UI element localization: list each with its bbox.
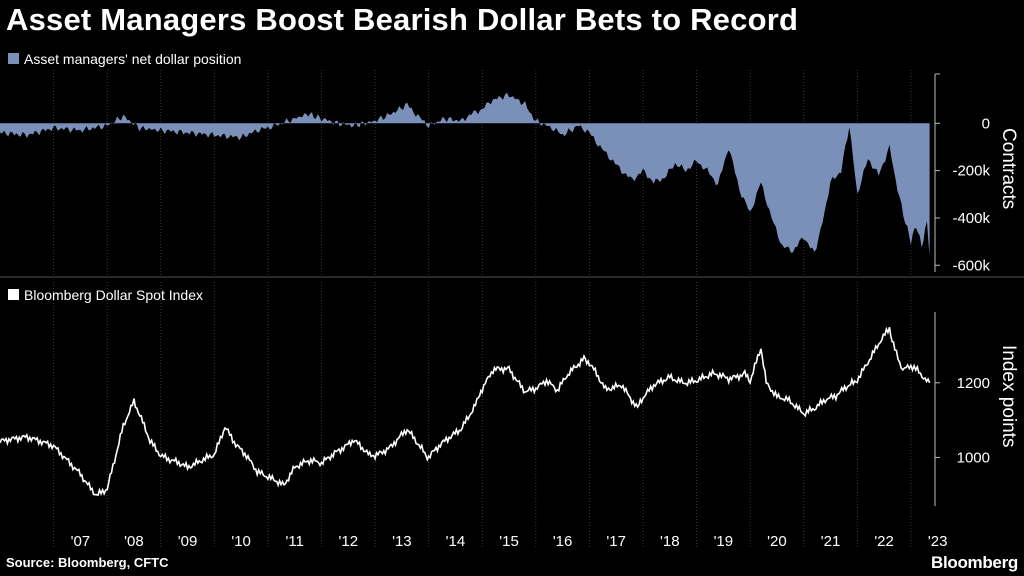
y-axis-title-index-points: Index points [998, 345, 1019, 447]
legend-label-dollar-index: Bloomberg Dollar Spot Index [24, 287, 203, 303]
x-tick-label: '09 [178, 533, 198, 550]
legend-swatch-net-position [8, 53, 19, 64]
x-tick-label: '16 [553, 533, 573, 550]
y-tick-label: -600k [952, 257, 990, 274]
bloomberg-logo: Bloomberg [930, 553, 1018, 572]
y-ticks-contracts: 0 -200k -400k -600k [935, 73, 990, 274]
y-axis-title-contracts: Contracts [998, 128, 1019, 209]
x-tick-label: '13 [392, 533, 412, 550]
x-tick-label: '23 [928, 533, 948, 550]
x-tick-label: '10 [231, 533, 251, 550]
x-tick-label: '12 [338, 533, 358, 550]
y-tick-label: 0 [982, 115, 990, 132]
legend-swatch-dollar-index [8, 289, 19, 300]
x-tick-label: '18 [660, 533, 680, 550]
dollar-index-line [0, 326, 931, 497]
net-position-area [0, 92, 930, 256]
y-tick-label: -200k [952, 163, 990, 180]
x-tick-label: '07 [71, 533, 91, 550]
source-note: Source: Bloomberg, CFTC [6, 555, 169, 570]
y-tick-label: 1200 [957, 375, 990, 392]
x-tick-label: '15 [499, 533, 519, 550]
x-tick-label: '21 [821, 533, 841, 550]
x-tick-label: '14 [446, 533, 466, 550]
y-tick-label: -400k [952, 210, 990, 227]
x-tick-label: '20 [767, 533, 787, 550]
year-grid-lines [53, 70, 912, 548]
legend-label-net-position: Asset managers' net dollar position [24, 51, 241, 67]
x-tick-label: '08 [124, 533, 144, 550]
y-tick-label: 1000 [957, 449, 990, 466]
y-ticks-index-points: 1000 1200 [935, 375, 990, 466]
chart-title: Asset Managers Boost Bearish Dollar Bets… [6, 2, 799, 37]
x-axis-year-labels: '07 '08 '09 '10 '11 '12 '13 '14 '15 '16 '17 '18 '19 '… [71, 533, 948, 550]
net-position-panel: Asset managers' net dollar position 0 -20… [0, 51, 1019, 274]
dollar-index-panel: Bloomberg Dollar Spot Index 1000 1200 Ind… [0, 287, 1019, 506]
x-tick-label: '19 [714, 533, 734, 550]
x-tick-label: '22 [874, 533, 894, 550]
x-tick-label: '17 [606, 533, 626, 550]
x-tick-label: '11 [285, 533, 303, 550]
